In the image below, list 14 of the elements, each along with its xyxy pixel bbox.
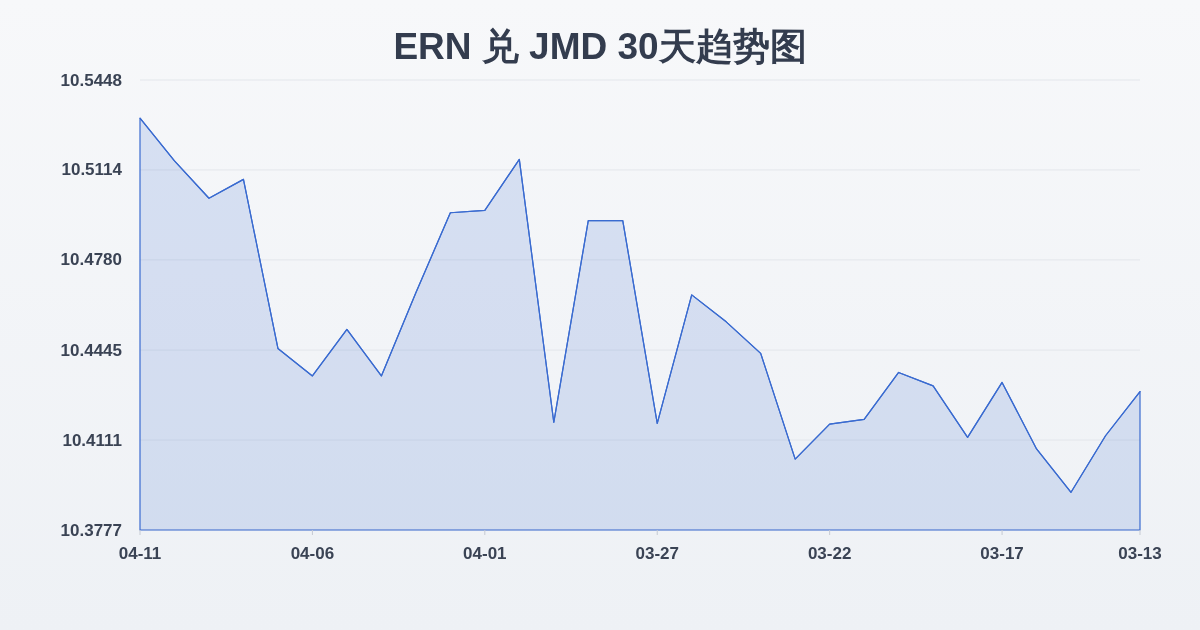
x-tick-label: 03-13 bbox=[1118, 544, 1162, 563]
chart-title: ERN 兑 JMD 30天趋势图 bbox=[393, 25, 807, 67]
x-tick-label: 03-22 bbox=[807, 544, 852, 563]
y-tick-label: 10.3777 bbox=[60, 520, 122, 540]
x-tick-label: 03-27 bbox=[635, 544, 679, 563]
y-tick-label: 10.4780 bbox=[60, 250, 122, 270]
x-tick-label: 04-11 bbox=[118, 544, 162, 563]
x-tick-label: 04-06 bbox=[290, 544, 335, 563]
x-tick-label: 04-01 bbox=[463, 544, 507, 563]
y-tick-label: 10.4445 bbox=[60, 340, 122, 360]
x-tick-label: 03-17 bbox=[980, 544, 1024, 563]
y-tick-label: 10.4111 bbox=[62, 430, 122, 450]
y-tick-label: 10.5114 bbox=[61, 160, 123, 180]
y-tick-label: 10.5448 bbox=[60, 70, 122, 90]
